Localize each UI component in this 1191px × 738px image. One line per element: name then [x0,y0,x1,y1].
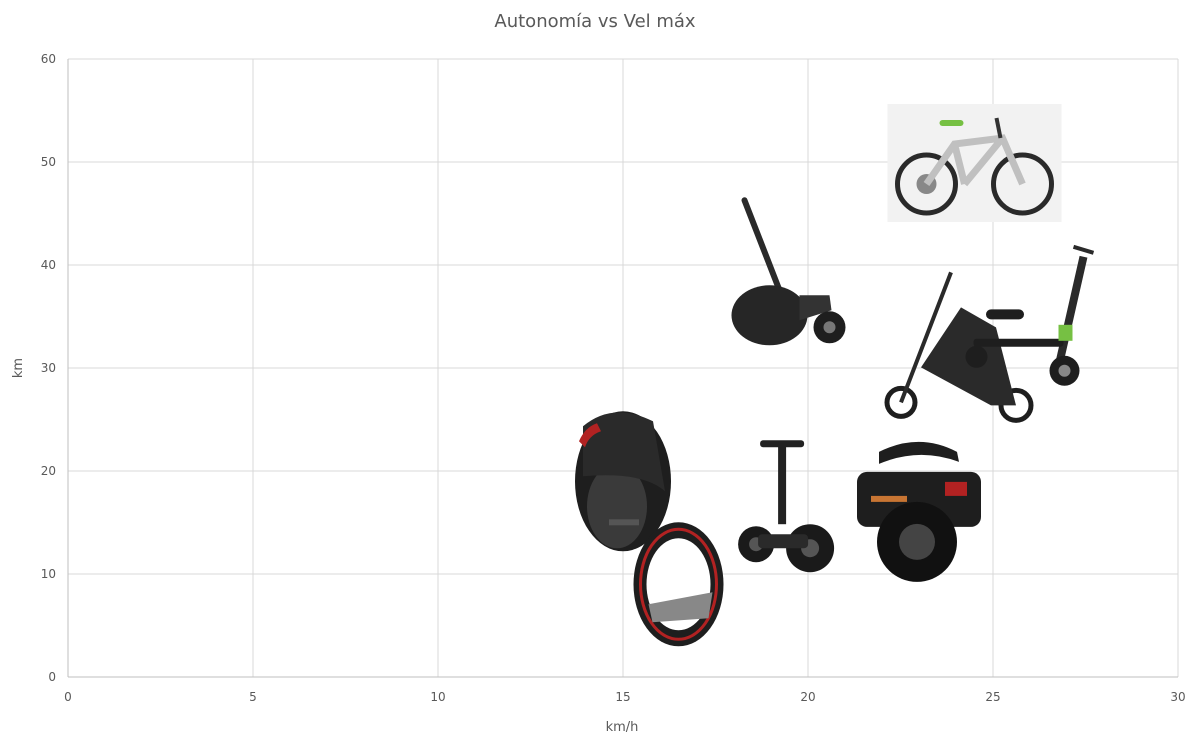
x-tick-label: 15 [615,690,630,704]
y-tick-label: 40 [41,258,56,272]
x-tick-label: 5 [249,690,257,704]
x-tick-label: 30 [1170,690,1185,704]
y-tick-label: 10 [41,567,56,581]
wheel-scooter-icon [732,200,846,345]
x-axis-label: km/h [606,720,639,735]
y-axis-label: km [11,358,26,378]
hoop-wheel-icon [632,520,725,648]
y-tick-label: 50 [41,155,56,169]
seated-monowheel-icon [857,441,981,582]
y-tick-label: 30 [41,361,56,375]
tick-labels: 0 5 10 15 20 25 30 0 10 20 30 40 50 60 [41,52,1186,704]
y-tick-label: 0 [48,670,56,684]
x-tick-label: 20 [800,690,815,704]
x-tick-label: 0 [64,690,72,704]
y-tick-label: 60 [41,52,56,66]
segway-icon [738,440,835,573]
chart-title: Autonomía vs Vel máx [494,11,696,32]
x-tick-label: 25 [985,690,1000,704]
y-tick-label: 20 [41,464,56,478]
x-tick-label: 10 [430,690,445,704]
data-points [575,104,1094,648]
ebike-icon [888,104,1062,222]
axes [67,59,1178,678]
